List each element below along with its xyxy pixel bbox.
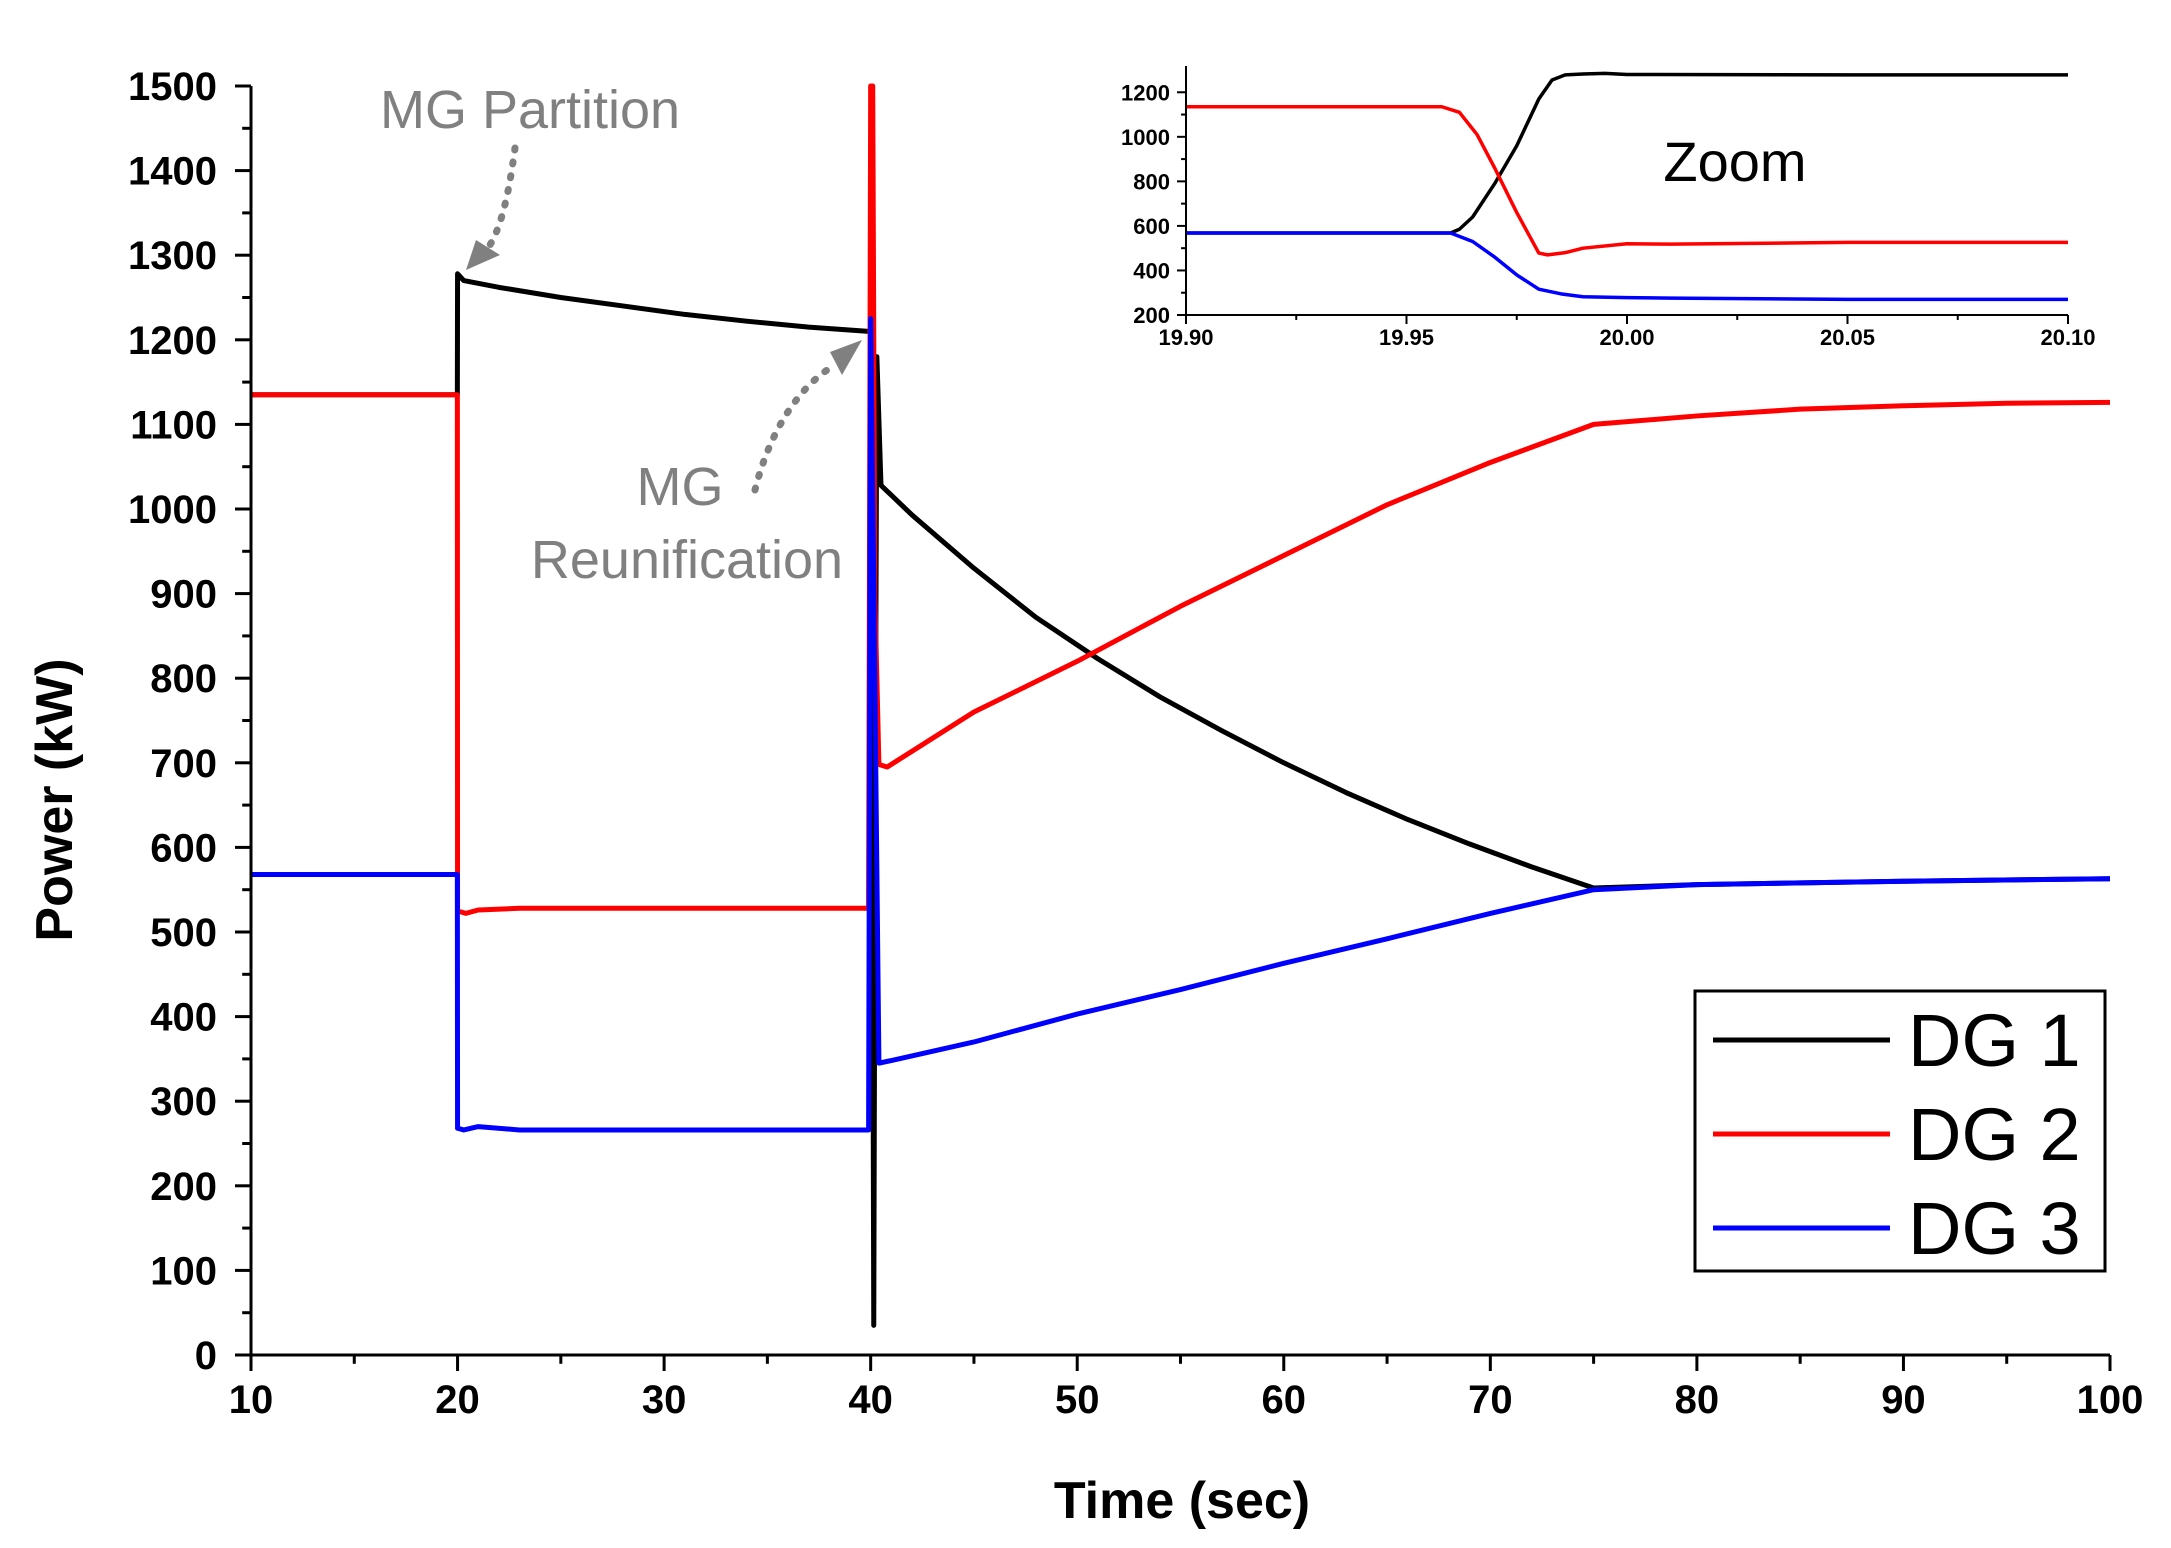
y-tick-label: 700 <box>150 742 217 786</box>
y-tick-label: 1400 <box>128 150 217 194</box>
y-tick-label: 1200 <box>128 319 217 363</box>
legend-label-dg1: DG 1 <box>1908 999 2081 1082</box>
x-tick-label: 40 <box>848 1378 893 1422</box>
y-tick-label: 200 <box>150 1165 217 1209</box>
annotation-mg-partition: MG Partition <box>380 80 680 140</box>
series-line-dg3 <box>251 316 2111 1133</box>
x-tick-label: 70 <box>1468 1378 1513 1422</box>
y-tick-label: 1100 <box>130 403 217 447</box>
inset-y-tick-label: 1200 <box>1121 80 1170 105</box>
inset-y-tick-label: 1000 <box>1121 125 1170 150</box>
annotation-reunification-arrow <box>751 361 839 494</box>
x-tick-label: 90 <box>1881 1378 1926 1422</box>
y-tick-label: 100 <box>150 1249 217 1293</box>
inset-series-line-dg3 <box>1186 231 2068 302</box>
annotation-reunification-arrowhead <box>830 340 862 375</box>
x-tick-label: 60 <box>1262 1378 1307 1422</box>
y-tick-label: 800 <box>150 657 217 701</box>
annotation-partition-arrowhead <box>466 240 500 270</box>
inset-y-tick-label: 600 <box>1133 214 1170 239</box>
legend-label-dg2: DG 2 <box>1908 1093 2081 1176</box>
series-line-dg2 <box>251 83 2111 916</box>
y-tick-label: 600 <box>150 826 217 870</box>
x-tick-label: 50 <box>1055 1378 1100 1422</box>
x-tick-label: 30 <box>642 1378 687 1422</box>
x-axis-title: Time (sec) <box>1054 1472 1310 1530</box>
annotation-mg: MG <box>637 457 724 517</box>
inset-y-tick-label: 800 <box>1133 169 1170 194</box>
inset-plot <box>1186 71 2068 302</box>
x-tick-label: 80 <box>1675 1378 1720 1422</box>
main-axes: 10 20 30 40 50 60 70 80 90 1000100200300400500600… <box>128 65 2143 1422</box>
inset-x-tick-label: 20.05 <box>1820 325 1875 350</box>
y-tick-label: 400 <box>150 996 217 1040</box>
y-tick-label: 1000 <box>128 488 217 532</box>
inset-series-line-dg2 <box>1186 105 2068 257</box>
y-tick-label: 300 <box>150 1080 217 1124</box>
inset-series-line-dg1 <box>1186 71 2068 235</box>
annotation-reunification: Reunification <box>531 530 843 590</box>
inset-y-tick-label: 400 <box>1133 258 1170 283</box>
x-tick-label: 100 <box>2077 1378 2144 1422</box>
inset-axes: 19.90 19.95 20.00 20.05 20.10 200 400 600 800 100… <box>1121 66 2096 350</box>
inset-y-tick-label: 200 <box>1133 303 1170 328</box>
y-axis-title: Power (kW) <box>26 658 84 941</box>
inset-x-tick-label: 20.00 <box>1599 325 1654 350</box>
annotation-partition-arrow <box>484 144 519 252</box>
inset-x-tick-label: 19.95 <box>1379 325 1434 350</box>
series-line-dg1 <box>251 271 2111 1328</box>
legend: DG 1 DG 2 DG 3 <box>1693 989 2107 1273</box>
inset-zoom-label: Zoom <box>1663 130 1806 193</box>
y-tick-label: 1500 <box>128 65 217 109</box>
inset-x-tick-label: 19.90 <box>1158 325 1213 350</box>
y-tick-label: 900 <box>150 573 217 617</box>
y-tick-label: 0 <box>195 1334 217 1378</box>
x-tick-label: 10 <box>229 1378 274 1422</box>
y-tick-label: 500 <box>150 911 217 955</box>
inset-x-tick-label: 20.10 <box>2040 325 2095 350</box>
y-tick-label: 1300 <box>128 234 217 278</box>
main-plot <box>251 83 2111 1328</box>
x-tick-label: 20 <box>435 1378 480 1422</box>
legend-label-dg3: DG 3 <box>1908 1187 2081 1270</box>
